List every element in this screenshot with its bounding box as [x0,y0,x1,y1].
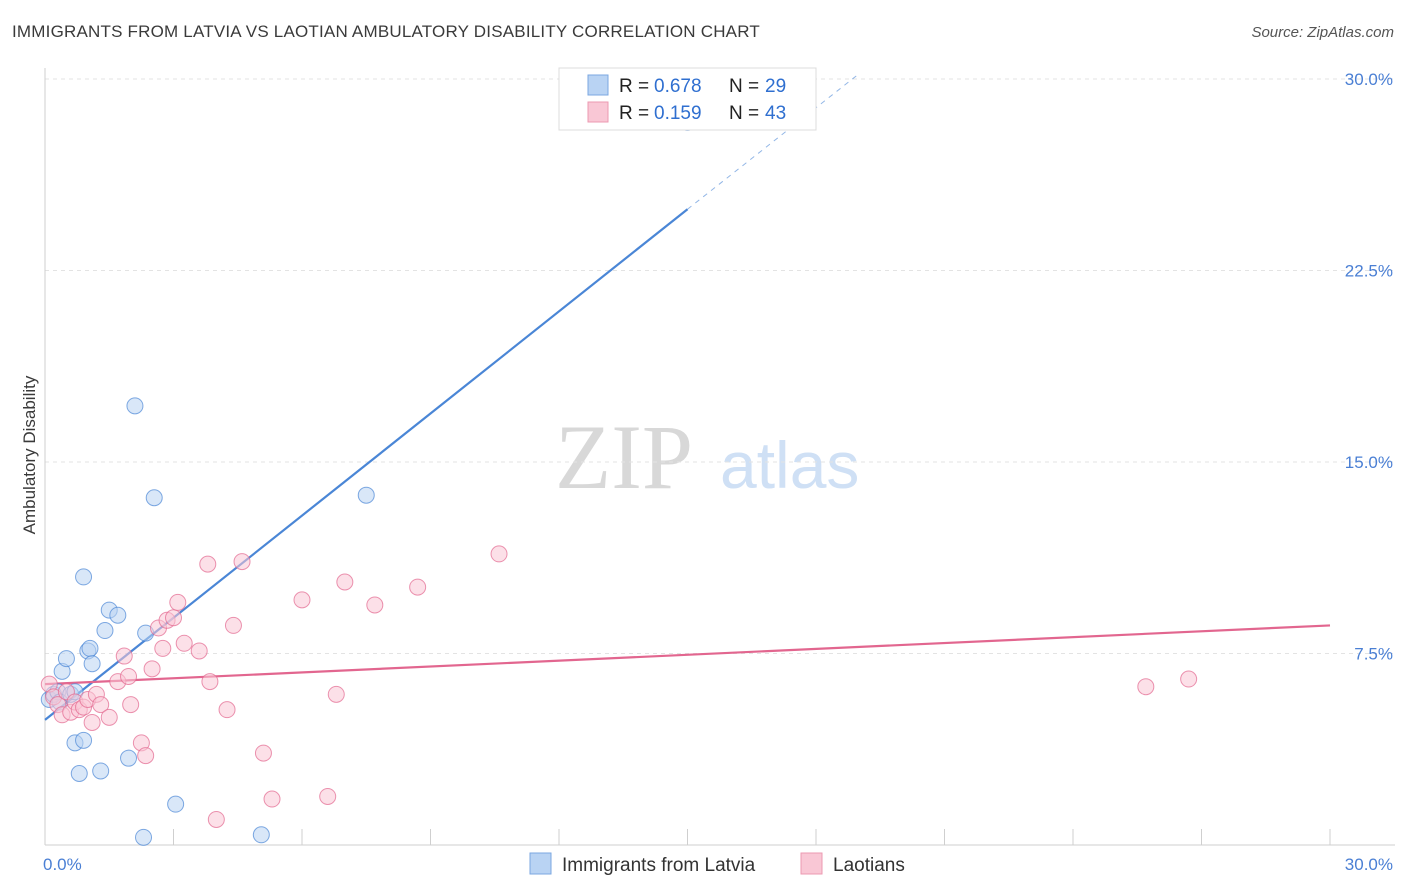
legend-box: R = 0.678 N = 29 R = 0.159 N = 43 [558,67,817,131]
y-tick-label-3: 30.0% [1345,70,1393,89]
point-laotians-13 [100,708,118,726]
bottom-legend-label-latvia: Immigrants from Latvia [562,855,756,876]
point-latvia-9 [70,765,88,783]
point-laotians-34 [254,744,272,762]
x-tick-label-1: 30.0% [1345,855,1393,874]
legend-swatch-latvia [587,74,609,96]
bottom-legend: Immigrants from Latvia Laotians [529,852,905,876]
point-latvia-14 [83,655,101,673]
bottom-legend-label-laotians: Laotians [833,855,905,876]
point-laotians-31 [218,701,236,719]
legend-r-label-laotians: R = [619,103,649,124]
point-laotians-22 [154,639,172,657]
point-laotians-40 [366,596,384,614]
y-tick-label-2: 22.5% [1345,262,1393,281]
point-latvia-23 [145,489,163,507]
point-laotians-33 [233,553,251,571]
point-laotians-25 [169,593,187,611]
legend-n-label-latvia: N = [729,76,759,97]
point-laotians-35 [263,790,281,808]
point-laotians-20 [143,660,161,678]
point-laotians-10 [83,713,101,731]
point-latvia-25 [252,826,270,844]
trend-line-1 [44,624,1331,686]
chart-title: IMMIGRANTS FROM LATVIA VS LAOTIAN AMBULA… [12,22,760,41]
legend-r-value-latvia: 0.678 [654,76,702,97]
point-latvia-21 [135,828,153,846]
source-label: Source: ZipAtlas.com [1251,24,1394,41]
point-latvia-18 [109,606,127,624]
y-tick-label-1: 15.0% [1345,453,1393,472]
y-tick-label-0: 7.5% [1354,645,1393,664]
point-laotians-29 [201,673,219,691]
bottom-legend-swatch-laotians [800,852,823,875]
legend-swatch-laotians [587,101,609,123]
x-tick-label-0: 0.0% [43,855,82,874]
point-latvia-15 [92,762,110,780]
point-laotians-16 [120,667,138,685]
point-latvia-13 [81,639,99,657]
y-axis-label: Ambulatory Disability [20,375,39,534]
legend-n-value-latvia: 29 [765,76,786,97]
point-laotians-27 [190,642,208,660]
point-latvia-24 [167,795,185,813]
x-tick-labels: 0.0% 30.0% [43,855,1393,874]
point-laotians-38 [327,685,345,703]
point-laotians-26 [175,634,193,652]
point-latvia-26 [357,486,375,504]
point-latvia-19 [120,749,138,767]
point-laotians-12 [92,696,110,714]
point-laotians-36 [293,591,311,609]
point-latvia-5 [57,650,75,668]
watermark-zip: ZIP [555,406,693,508]
axes [44,68,1395,846]
point-laotians-43 [1137,678,1155,696]
y-tick-labels: 7.5% 15.0% 22.5% 30.0% [1345,70,1393,664]
point-latvia-11 [75,568,93,586]
legend-r-label-latvia: R = [619,76,649,97]
point-latvia-16 [96,622,114,640]
trend-extension-0 [687,73,860,210]
point-laotians-44 [1180,670,1198,688]
legend-r-value-laotians: 0.159 [654,103,702,124]
bottom-legend-swatch-latvia [529,852,552,875]
point-laotians-30 [207,810,225,828]
point-laotians-17 [122,696,140,714]
point-laotians-24 [165,609,182,627]
point-laotians-32 [224,616,242,634]
point-laotians-15 [115,647,133,665]
point-laotians-41 [409,578,427,596]
point-laotians-19 [137,747,155,765]
point-latvia-20 [126,397,144,415]
point-laotians-42 [490,545,508,563]
legend-n-value-laotians: 43 [765,103,786,124]
legend-n-label-laotians: N = [729,103,759,124]
point-laotians-37 [319,787,337,805]
point-laotians-39 [336,573,354,591]
watermark-atlas: atlas [720,428,859,502]
point-latvia-10 [75,731,93,749]
point-laotians-28 [199,555,217,573]
